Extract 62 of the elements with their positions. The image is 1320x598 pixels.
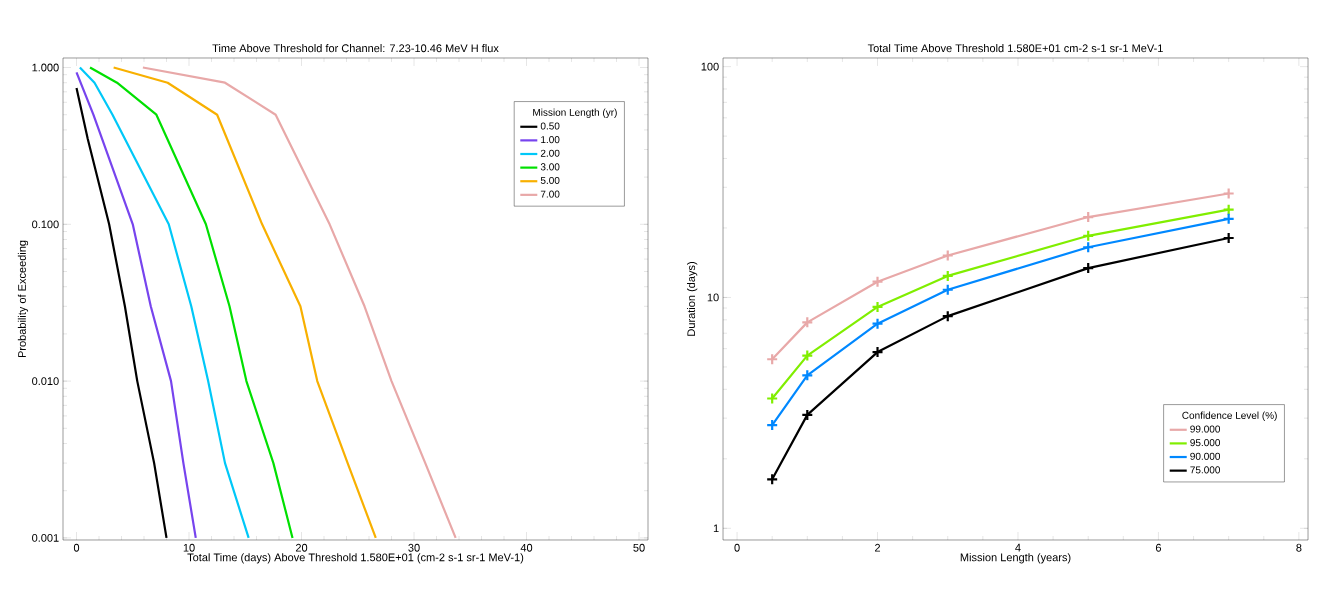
x-tick-label: 50 xyxy=(633,543,645,552)
line-series xyxy=(75,71,197,540)
x-tick-label: 30 xyxy=(408,543,420,552)
x-tick-label: 2 xyxy=(875,543,881,552)
point xyxy=(1222,231,1235,245)
point xyxy=(871,345,884,359)
y-tick-label: 0.001 xyxy=(32,534,59,542)
point xyxy=(766,353,779,366)
point xyxy=(1222,203,1235,216)
legend-label: 7.00 xyxy=(540,190,560,198)
y-tick-label: 0.010 xyxy=(32,377,59,386)
legend-label: 2.00 xyxy=(540,149,560,157)
legend-title: Mission Length (yr) xyxy=(533,108,617,118)
legend-title: Confidence Level (%) xyxy=(1182,411,1277,421)
y-tick-label: 1 xyxy=(713,524,719,533)
line-series xyxy=(112,66,377,540)
point xyxy=(1082,229,1095,242)
x-tick-label: 10 xyxy=(183,543,195,552)
x-axis-title: Mission Length (years) xyxy=(960,553,1071,564)
point xyxy=(1222,212,1235,225)
x-tick-label: 8 xyxy=(1296,543,1302,552)
line-series xyxy=(141,66,457,540)
x-tick-label: 4 xyxy=(1015,543,1021,552)
point xyxy=(766,418,779,432)
legend-label: 5.00 xyxy=(540,176,560,184)
legend-label: 75.000 xyxy=(1190,466,1221,474)
point xyxy=(801,316,814,329)
x-tick-label: 0 xyxy=(734,543,740,552)
point xyxy=(801,349,814,362)
y-tick-label: 10 xyxy=(707,293,719,302)
chart-title: Time Above Threshold for Channel: 7.23-10.46 MeV H flux xyxy=(212,44,499,53)
point xyxy=(871,275,884,288)
point xyxy=(941,310,954,323)
point xyxy=(941,249,954,262)
line-series xyxy=(88,66,294,540)
legend-label: 3.00 xyxy=(540,163,560,171)
x-tick-label: 6 xyxy=(1155,543,1162,552)
y-axis-title: Duration (days) xyxy=(687,262,698,336)
y-tick-label: 1.000 xyxy=(32,63,59,72)
point xyxy=(1222,187,1235,200)
legend-label: 99.000 xyxy=(1190,425,1221,433)
x-tick-label: 40 xyxy=(520,543,533,552)
point xyxy=(1082,241,1095,254)
y-tick-label: 0.100 xyxy=(32,220,59,229)
legend-label: 90.000 xyxy=(1190,452,1221,460)
y-axis-title: Probability of Exceeding xyxy=(17,240,29,358)
point xyxy=(871,317,884,330)
x-axis-title: Total Time (days) Above Threshold 1.580E+01 (cm-2 s-1 sr-1 MeV-1) xyxy=(187,553,524,564)
point xyxy=(766,473,779,486)
point xyxy=(871,300,884,314)
legend-label: 95.000 xyxy=(1190,439,1221,447)
chart-title: Total Time Above Threshold 1.580E+01 cm-2 s-1 sr-1 MeV-1 xyxy=(867,44,1163,53)
point xyxy=(941,283,954,296)
legend-label: 1.00 xyxy=(541,136,560,144)
legend-label: 0.50 xyxy=(540,122,560,130)
y-tick-label: 100 xyxy=(701,62,719,71)
x-tick-label: 0 xyxy=(73,543,80,552)
point xyxy=(766,392,779,405)
point xyxy=(801,369,814,382)
line-series xyxy=(78,66,250,540)
point xyxy=(1082,210,1095,224)
x-tick-label: 20 xyxy=(295,543,308,552)
